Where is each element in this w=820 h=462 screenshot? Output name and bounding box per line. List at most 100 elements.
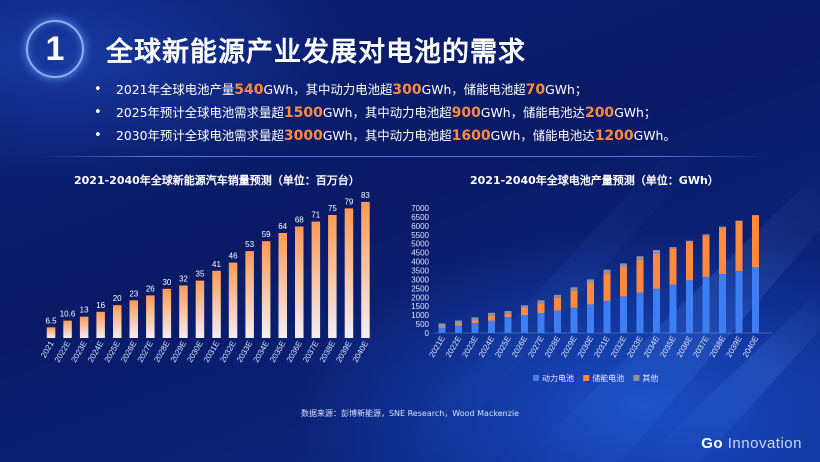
- battery-y-tick-label: 6500: [411, 213, 429, 222]
- battery-bar-segment: [537, 313, 545, 333]
- battery-bar-segment: [488, 316, 495, 321]
- legend-swatch: [583, 375, 590, 381]
- battery-bar-segment: [620, 263, 627, 267]
- section-divider: [40, 156, 765, 157]
- battery-bar-segment: [686, 241, 693, 281]
- ev-sales-bar: [79, 316, 89, 338]
- legend-swatch: [633, 375, 640, 381]
- battery-bar-segment: [537, 300, 545, 304]
- ev-sales-data-label: 30: [162, 278, 171, 287]
- legend-label: 动力电池: [542, 373, 574, 383]
- battery-bar-segment: [669, 247, 677, 249]
- bullet-item: 2025年预计全球电池需求量超1500GWh，其中动力电池超900GWh，储能电…: [94, 101, 676, 124]
- ev-sales-data-label: 53: [245, 240, 254, 249]
- battery-y-tick-label: 6000: [411, 222, 429, 231]
- battery-bar-segment: [653, 288, 660, 333]
- battery-bar-segment: [521, 305, 528, 308]
- slide-title: 全球新能源产业发展对电池的需求: [106, 37, 526, 68]
- ev-sales-bar: [361, 201, 370, 338]
- bullet-item: 2021年全球电池产量540GWh，其中动力电池超300GWh，储能电池超70G…: [94, 78, 676, 101]
- ev-sales-bar: [278, 233, 287, 338]
- ev-sales-data-label: 46: [229, 252, 238, 261]
- battery-bar-segment: [438, 327, 446, 333]
- ev-sales-bar: [212, 270, 221, 338]
- ev-sales-category-label: 2040E: [351, 340, 370, 365]
- battery-bar-segment: [686, 240, 693, 242]
- battery-bar-segment: [504, 313, 512, 317]
- section-number: 1: [45, 29, 65, 68]
- ev-sales-bar: [179, 285, 188, 338]
- battery-bar-segment: [521, 308, 528, 316]
- battery-bar-segment: [504, 311, 512, 314]
- battery-bar-segment: [587, 283, 594, 305]
- battery-bar-segment: [735, 220, 743, 271]
- battery-bar-segment: [653, 253, 660, 289]
- ev-sales-data-label: 75: [328, 204, 337, 213]
- battery-y-tick-label: 3500: [411, 267, 429, 276]
- ev-sales-data-label: 64: [278, 222, 287, 231]
- battery-y-tick-label: 0: [425, 329, 430, 338]
- battery-bar-segment: [521, 315, 528, 333]
- ev-sales-data-label: 68: [295, 216, 304, 225]
- battery-bar-segment: [686, 280, 693, 333]
- ev-sales-data-label: 26: [146, 284, 155, 293]
- battery-y-tick-label: 4500: [411, 249, 429, 258]
- battery-bar-segment: [471, 323, 479, 333]
- battery-bar-segment: [620, 296, 627, 333]
- battery-bar-segment: [735, 270, 743, 333]
- battery-y-tick-label: 7000: [411, 204, 429, 213]
- battery-bar-segment: [702, 234, 710, 236]
- battery-y-tick-label: 3000: [411, 275, 429, 284]
- ev-sales-data-label: 35: [196, 270, 205, 279]
- brand-logo: Go Innovation: [701, 435, 802, 452]
- battery-bar-segment: [488, 312, 495, 316]
- ev-sales-chart-title: 2021-2040年全球新能源汽车销量预测（单位：百万台）: [74, 174, 360, 187]
- battery-bar-segment: [570, 290, 578, 308]
- ev-sales-bar: [46, 327, 56, 338]
- ev-sales-bar: [195, 280, 205, 338]
- ev-sales-data-label: 13: [80, 306, 89, 315]
- battery-bar-segment: [438, 326, 446, 328]
- ev-sales-data-label: 59: [262, 230, 271, 239]
- battery-bar-segment: [669, 248, 677, 285]
- battery-bar-segment: [752, 267, 759, 333]
- battery-bar-segment: [702, 276, 710, 334]
- data-source-note: 数据来源：彭博新能源，SNE Research，Wood Mackenzie: [300, 409, 520, 418]
- battery-production-chart-title: 2021-2040年全球电池产量预测（单位：GWh）: [470, 174, 719, 187]
- ev-sales-bar: [146, 295, 155, 338]
- battery-y-tick-label: 1500: [411, 302, 429, 311]
- bullet-list: 2021年全球电池产量540GWh，其中动力电池超300GWh，储能电池超70G…: [94, 78, 676, 147]
- ev-sales-data-label: 32: [179, 275, 188, 284]
- battery-y-tick-label: 500: [416, 320, 430, 329]
- battery-bar-segment: [752, 215, 759, 268]
- ev-sales-bar: [295, 226, 304, 338]
- ev-sales-bar: [113, 305, 122, 338]
- battery-y-tick-label: 2000: [411, 293, 429, 302]
- battery-category-label: 2040E: [741, 335, 760, 360]
- battery-bar-segment: [603, 273, 611, 301]
- battery-bar-segment: [587, 304, 594, 333]
- battery-bar-segment: [455, 325, 462, 333]
- ev-sales-bar: [328, 215, 337, 338]
- ev-sales-bar: [228, 262, 238, 338]
- ev-sales-bar: [311, 221, 321, 338]
- battery-bar-segment: [636, 292, 644, 333]
- battery-bar-segment: [636, 259, 644, 293]
- battery-bar-segment: [504, 316, 512, 333]
- ev-sales-data-label: 71: [311, 211, 320, 220]
- battery-bar-segment: [570, 287, 578, 291]
- battery-bar-segment: [702, 235, 710, 277]
- battery-y-tick-label: 2500: [411, 284, 429, 293]
- battery-bar-segment: [471, 317, 479, 321]
- battery-bar-segment: [488, 320, 495, 333]
- battery-bar-segment: [554, 310, 561, 333]
- battery-y-tick-label: 4000: [411, 258, 429, 267]
- section-number-badge: 1: [26, 20, 84, 78]
- battery-y-tick-label: 1000: [411, 311, 429, 320]
- battery-bar-segment: [653, 250, 660, 254]
- battery-bar-segment: [636, 256, 644, 260]
- battery-bar-segment: [455, 320, 462, 324]
- battery-bar-segment: [620, 266, 627, 297]
- ev-sales-data-label: 6.5: [45, 316, 57, 325]
- bullet-item: 2030年预计全球电池需求量超3000GWh，其中动力电池超1600GWh，储能…: [94, 124, 676, 147]
